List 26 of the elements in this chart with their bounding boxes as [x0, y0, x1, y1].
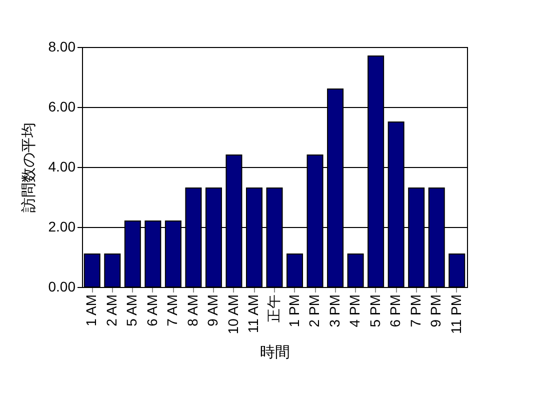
y-tick-label: 4.00 [48, 158, 76, 174]
x-tick-label: 9 AM [204, 294, 221, 326]
x-tick-label: 2 PM [306, 294, 322, 328]
x-tick-label: 5 AM [124, 294, 140, 326]
x-tick-label: 9 PM [428, 294, 444, 328]
x-tick-label: 2 AM [103, 294, 120, 326]
x-tick-label: 6 AM [144, 294, 160, 326]
x-tick-label: 11 AM [245, 294, 262, 334]
x-tick-label: 10 AM [224, 294, 241, 334]
x-tick-label: 7 PM [407, 294, 424, 328]
x-tick-label: 3 PM [326, 294, 342, 328]
y-tick-label: 0.00 [48, 278, 76, 294]
x-tick-label: 正午 [266, 294, 282, 322]
y-tick-label: 8.00 [48, 38, 76, 54]
x-axis-title: 時間 [260, 344, 290, 361]
y-axis-title: 訪問数の平均 [20, 122, 38, 212]
x-tick-label: 1 PM [286, 294, 302, 328]
x-tick-label: 6 PM [387, 294, 404, 328]
x-tick-label: 7 AM [164, 294, 180, 326]
y-tick-label: 6.00 [48, 98, 76, 114]
x-tick-label: 5 PM [366, 294, 383, 328]
x-tick-label: 8 AM [184, 294, 200, 326]
y-tick-label: 2.00 [48, 218, 76, 234]
x-tick-label: 11 PM [448, 294, 464, 334]
x-tick-label: 4 PM [346, 294, 363, 328]
x-tick-label: 1 AM [83, 294, 100, 326]
